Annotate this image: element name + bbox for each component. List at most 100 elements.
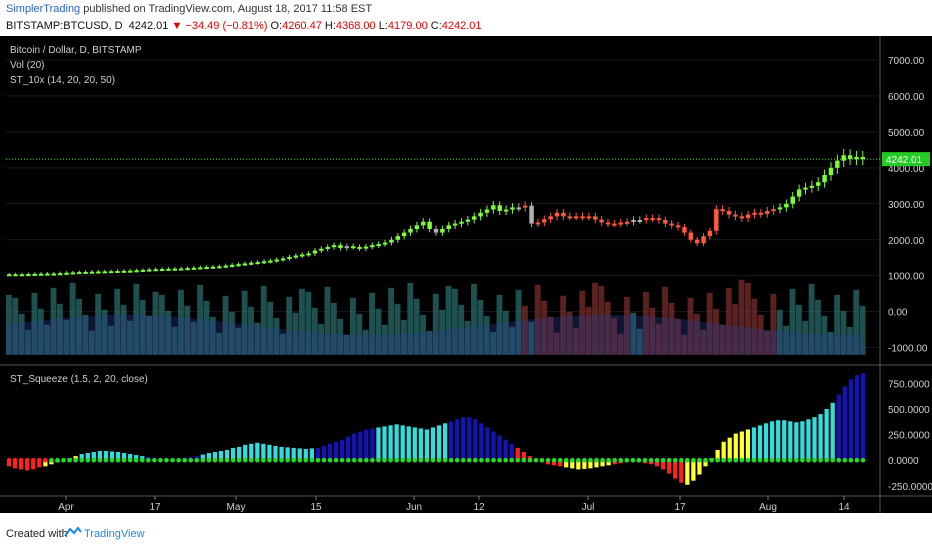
squeeze-dot: [830, 457, 835, 463]
candle-body: [733, 214, 738, 217]
momentum-bar: [782, 420, 787, 461]
candle-body: [191, 267, 197, 270]
candle-body: [586, 216, 592, 219]
momentum-bar: [794, 422, 799, 461]
volume-bar: [95, 293, 102, 355]
squeeze-dot: [388, 457, 393, 463]
volume-bar: [694, 313, 700, 355]
volume-bar: [37, 308, 44, 355]
volume-bar: [190, 321, 197, 355]
volume-bar: [311, 307, 318, 355]
candle-body: [618, 222, 623, 225]
created-with-text: Created with: [6, 528, 68, 540]
squeeze-dot: [339, 457, 345, 463]
price-tick-label: 5000.00: [888, 128, 925, 139]
volume-bar: [547, 316, 554, 355]
volume-bar: [509, 326, 516, 355]
candle-body: [643, 218, 649, 221]
momentum-bar: [418, 428, 423, 461]
time-tick-label: 17: [674, 502, 686, 513]
momentum-bar: [842, 386, 847, 461]
volume-bar: [25, 329, 31, 355]
candle-body: [26, 274, 31, 277]
candle-body: [6, 274, 12, 277]
author-link[interactable]: SimplerTrading: [6, 3, 81, 15]
volume-bar: [18, 313, 25, 355]
candle-body: [172, 268, 178, 271]
squeeze-dot: [303, 457, 309, 463]
volume-bar: [6, 294, 12, 355]
volume-bar: [451, 288, 458, 355]
chart-area[interactable]: 7000.00 6000.00 5000.00 4000.00 3000.00 2000.…: [0, 36, 932, 513]
momentum-bar: [594, 460, 599, 468]
volume-bar: [528, 321, 535, 355]
squeeze-dot: [503, 457, 508, 463]
squeeze-dot: [97, 457, 103, 463]
momentum-bar: [315, 447, 321, 461]
volume-bar: [279, 333, 286, 355]
squeeze-dot: [424, 457, 430, 463]
squeeze-dot: [382, 457, 387, 463]
volume-bar: [445, 285, 452, 355]
candle-body: [803, 187, 808, 190]
squeeze-dot: [442, 457, 448, 463]
candle-body: [83, 271, 88, 274]
volume-bar: [318, 323, 325, 355]
candle-body: [835, 160, 840, 168]
momentum-bar: [600, 460, 605, 467]
momentum-bar: [297, 448, 302, 461]
squeeze-dot: [473, 457, 478, 463]
candle-body: [822, 175, 827, 183]
momentum-bar: [485, 427, 490, 461]
momentum-bar: [91, 452, 96, 461]
volume-bar: [133, 283, 140, 355]
momentum-bar: [673, 460, 678, 479]
volume-bar: [630, 312, 637, 355]
legend-vol[interactable]: Vol (20): [10, 60, 45, 71]
volume-bar: [566, 311, 573, 355]
candle-body: [688, 232, 694, 240]
momentum-bar: [424, 429, 430, 461]
momentum-bar: [85, 453, 90, 461]
volume-bar: [337, 318, 344, 355]
candle-body: [153, 269, 158, 272]
price-change: −34.49 (−0.81%): [185, 20, 268, 32]
momentum-bar: [473, 419, 478, 461]
squeeze-dot: [842, 457, 848, 463]
momentum-bar: [218, 450, 224, 461]
candle-body: [38, 273, 44, 276]
squeeze-dot: [67, 457, 72, 463]
squeeze-dot: [309, 457, 315, 463]
squeeze-dot: [588, 457, 593, 463]
volume-bar: [859, 305, 866, 355]
candle-body: [503, 209, 509, 212]
candle-body: [389, 239, 394, 243]
candle-body: [370, 245, 375, 248]
squeeze-dot: [618, 457, 624, 463]
candle-body: [465, 219, 471, 222]
candle-body: [70, 272, 76, 275]
legend-st10x[interactable]: ST_10x (14, 20, 20, 50): [10, 75, 116, 86]
volume-bar: [152, 291, 159, 355]
squeeze-dot: [18, 457, 24, 463]
candle-body: [790, 196, 795, 204]
symbol-line: BITSTAMP:BTCUSD, D 4242.01 ▼ −34.49 (−0.…: [6, 20, 482, 32]
volume-bar: [235, 327, 242, 355]
tradingview-brand[interactable]: TradingView: [84, 528, 145, 540]
time-tick-label: Aug: [759, 502, 777, 513]
high-label: H:: [324, 20, 336, 32]
squeeze-dot: [824, 457, 829, 463]
squeeze-dot: [418, 457, 424, 463]
momentum-bar: [570, 460, 575, 469]
chart-svg[interactable]: 7000.00 6000.00 5000.00 4000.00 3000.00 2000.…: [0, 36, 932, 513]
squeeze-dot: [376, 457, 381, 463]
candle-body: [694, 239, 700, 244]
squeeze-dot: [600, 457, 605, 463]
squeeze-dot: [91, 457, 97, 463]
down-arrow-icon: ▼: [171, 20, 183, 32]
legend-squeeze[interactable]: ST_Squeeze (1.5, 2, 20, close): [10, 374, 148, 385]
candle-body: [745, 214, 751, 219]
squeeze-dot: [230, 457, 236, 463]
candle-body: [229, 264, 235, 267]
momentum-bar: [721, 441, 726, 461]
